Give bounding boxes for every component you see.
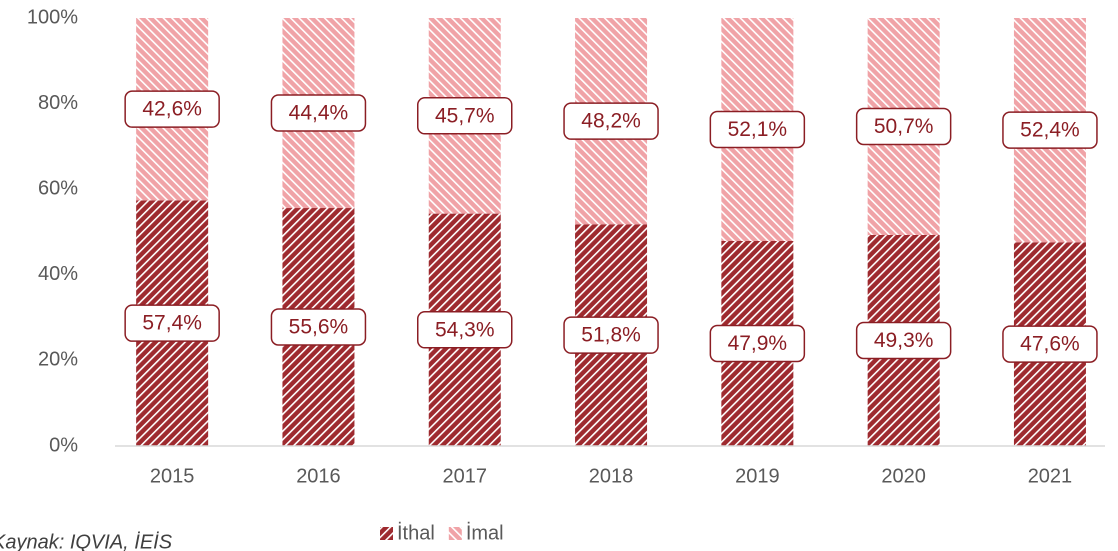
x-tick-label: 2017	[443, 465, 488, 487]
value-label: 45,7%	[435, 104, 495, 127]
value-label-box	[563, 316, 659, 354]
y-tick-label: 100%	[27, 6, 78, 28]
y-tick-label: 0%	[49, 434, 78, 456]
value-label-box	[855, 321, 952, 360]
legend-label: İmal	[466, 521, 504, 544]
legend-swatch	[380, 527, 393, 540]
value-label: 52,1%	[728, 118, 788, 141]
y-tick-label: 80%	[38, 92, 78, 114]
value-label-box	[270, 94, 367, 132]
x-tick-label: 2018	[589, 465, 634, 487]
value-label: 42,6%	[142, 98, 202, 121]
value-label: 47,6%	[1020, 333, 1080, 356]
value-label-box	[1002, 325, 1098, 363]
source: Kaynak: IQVIA, İEİS	[0, 531, 173, 551]
value-label-box	[270, 308, 367, 346]
legend-label: İthal	[397, 521, 435, 544]
value-label: 57,4%	[142, 312, 202, 335]
value-label-box	[855, 107, 952, 146]
x-tick-label: 2015	[150, 465, 195, 487]
value-label-box	[709, 110, 806, 149]
value-label: 55,6%	[289, 316, 349, 339]
value-label-box	[124, 304, 220, 342]
value-label: 52,4%	[1020, 119, 1080, 142]
legend-swatch	[448, 527, 462, 540]
value-label-box	[417, 311, 513, 349]
value-label-box	[709, 324, 806, 363]
y-tick-label: 20%	[38, 349, 78, 371]
value-label: 51,8%	[581, 324, 641, 347]
value-label: 44,4%	[289, 102, 349, 125]
value-label: 48,2%	[581, 110, 641, 133]
value-label: 50,7%	[874, 115, 934, 138]
x-tick-label: 2016	[296, 465, 341, 487]
value-label-box	[417, 97, 513, 135]
y-tick-label: 40%	[38, 263, 78, 285]
value-label: 47,9%	[728, 332, 788, 355]
y-tick-label: 60%	[38, 177, 78, 199]
x-tick-label: 2020	[881, 465, 926, 487]
value-label: 49,3%	[874, 329, 934, 352]
value-label: 54,3%	[435, 318, 495, 341]
value-label-box	[124, 90, 220, 128]
x-tick-label: 2021	[1028, 465, 1073, 487]
x-tick-label: 2019	[735, 465, 780, 487]
value-label-box	[563, 102, 659, 140]
value-label-box	[1002, 111, 1098, 149]
